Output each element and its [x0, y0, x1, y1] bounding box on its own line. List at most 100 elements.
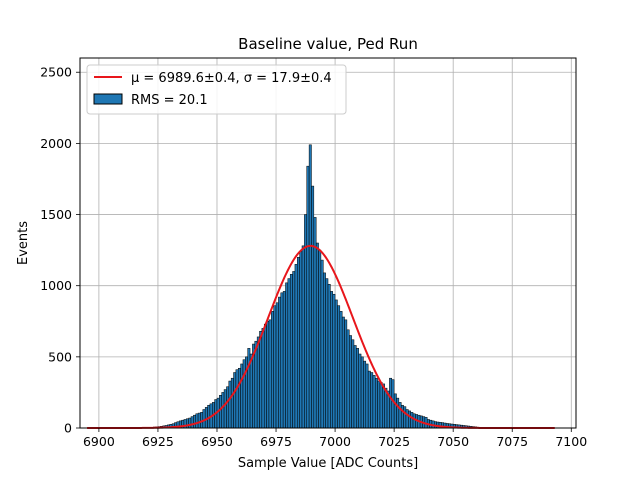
x-axis-label: Sample Value [ADC Counts]: [238, 456, 418, 471]
histogram-bar: [282, 291, 286, 429]
histogram-bar: [242, 359, 246, 429]
histogram-bar: [332, 293, 336, 429]
histogram-bar: [389, 377, 393, 429]
histogram-bar: [193, 414, 196, 429]
histogram-bar: [337, 305, 341, 429]
chart-title: Baseline value, Ped Run: [238, 35, 418, 53]
y-tick-label: 0: [64, 421, 72, 436]
histogram-bar: [408, 410, 411, 429]
histogram-bar: [334, 299, 338, 429]
histogram-bar: [391, 379, 395, 429]
histogram-bar: [367, 370, 371, 429]
histogram-bar: [360, 356, 364, 429]
histogram-bar: [410, 412, 414, 429]
histogram-bar: [349, 335, 352, 429]
histogram-bar: [202, 409, 206, 429]
histogram-bar: [341, 316, 345, 429]
histogram-bar: [393, 393, 397, 429]
legend: μ = 6989.6±0.4, σ = 17.9±0.4 RMS = 20.1: [86, 64, 347, 115]
histogram-bar: [400, 404, 404, 429]
histogram-bar: [186, 418, 189, 429]
histogram-bar: [339, 311, 343, 429]
histogram-bar: [405, 409, 409, 429]
x-tick-label: 7100: [555, 434, 587, 449]
histogram-bar: [370, 372, 374, 429]
histogram-bar: [240, 363, 244, 429]
histogram-bar: [223, 389, 227, 429]
x-tick-label: 6925: [142, 434, 174, 449]
histogram-bar: [190, 416, 194, 429]
histogram-bar: [358, 353, 362, 429]
histogram-bar: [327, 284, 331, 429]
histogram-bar: [256, 336, 260, 429]
histogram-bar: [195, 413, 199, 429]
histogram-bar: [278, 296, 282, 429]
histogram-bar: [280, 292, 284, 429]
histogram-bar: [261, 328, 265, 429]
histogram-bar: [313, 217, 317, 429]
histogram-bar: [230, 377, 234, 429]
histogram-bar: [351, 339, 355, 429]
x-axis-ticks: 6900 6925 6950 6975 7000 7025 7050 7075 7100: [83, 428, 587, 449]
histogram-bar: [249, 353, 253, 429]
y-axis-label: Events: [16, 221, 31, 265]
histogram-bar: [323, 272, 326, 429]
histogram-bar: [294, 264, 298, 429]
histogram-bar: [292, 271, 296, 429]
histogram-bar: [233, 372, 237, 429]
histogram-bar: [306, 165, 310, 429]
y-tick-label: 2500: [40, 65, 72, 80]
histogram-bar: [266, 321, 270, 429]
x-tick-label: 6900: [83, 434, 115, 449]
histogram-bar: [325, 278, 329, 429]
legend-box: [86, 64, 347, 115]
histogram-bar: [188, 417, 192, 429]
histogram-bar: [412, 413, 416, 429]
histogram-bar: [356, 348, 359, 429]
histogram-bar: [379, 382, 383, 429]
histogram-bar: [320, 259, 324, 429]
y-tick-label: 2000: [40, 136, 72, 151]
y-tick-label: 500: [48, 349, 72, 364]
histogram-bar: [237, 367, 241, 429]
histogram-bar: [377, 380, 381, 429]
histogram-bar: [311, 185, 315, 429]
histogram-bar: [398, 402, 402, 429]
histogram-bar: [297, 256, 300, 429]
legend-hist-swatch: [93, 93, 123, 105]
histogram-bar: [299, 251, 303, 429]
x-tick-label: 7050: [437, 434, 469, 449]
histogram-bar: [259, 330, 263, 429]
histogram-bar: [318, 249, 322, 429]
histogram-bar: [268, 319, 272, 429]
histogram-bar: [344, 319, 348, 429]
y-tick-label: 1000: [40, 278, 72, 293]
histogram-bar: [382, 383, 385, 429]
histogram-bar: [235, 369, 239, 429]
histogram-bar: [396, 397, 400, 429]
histogram-bar: [287, 278, 291, 429]
x-tick-label: 7075: [496, 434, 528, 449]
histogram-bar: [301, 245, 305, 429]
legend-hist-label: RMS = 20.1: [131, 93, 208, 108]
histogram-bar: [275, 302, 279, 429]
x-tick-label: 6950: [201, 434, 233, 449]
histogram-bar: [363, 360, 367, 429]
histogram-bar: [219, 395, 222, 429]
histogram-bar: [346, 329, 350, 429]
x-tick-label: 6975: [260, 434, 292, 449]
histogram-bar: [226, 386, 230, 429]
histogram-bar: [221, 392, 225, 429]
histogram-bar: [374, 377, 378, 429]
x-tick-label: 7025: [378, 434, 410, 449]
y-axis-ticks: 0 500 1000 1500 2000 2500: [40, 65, 80, 436]
histogram-bar: [308, 144, 312, 429]
histogram-bar: [254, 340, 258, 429]
histogram-bar: [271, 311, 274, 429]
histogram-bar: [372, 375, 376, 429]
histogram-bar: [384, 387, 388, 429]
histogram-bar: [353, 345, 357, 429]
histogram-bar: [263, 323, 267, 429]
plot-frame: [79, 57, 577, 429]
